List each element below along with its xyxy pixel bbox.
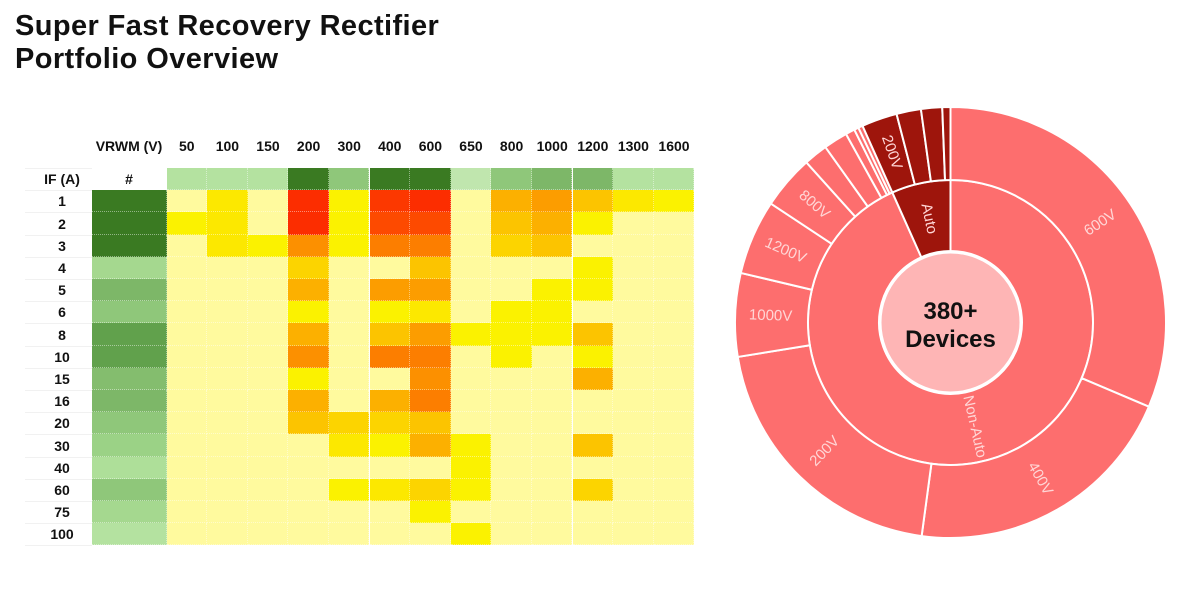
svg-text:Devices: Devices: [905, 326, 996, 353]
svg-text:380+: 380+: [923, 298, 977, 325]
svg-text:1000V: 1000V: [749, 306, 793, 325]
svg-text:Auto: Auto: [917, 202, 940, 236]
